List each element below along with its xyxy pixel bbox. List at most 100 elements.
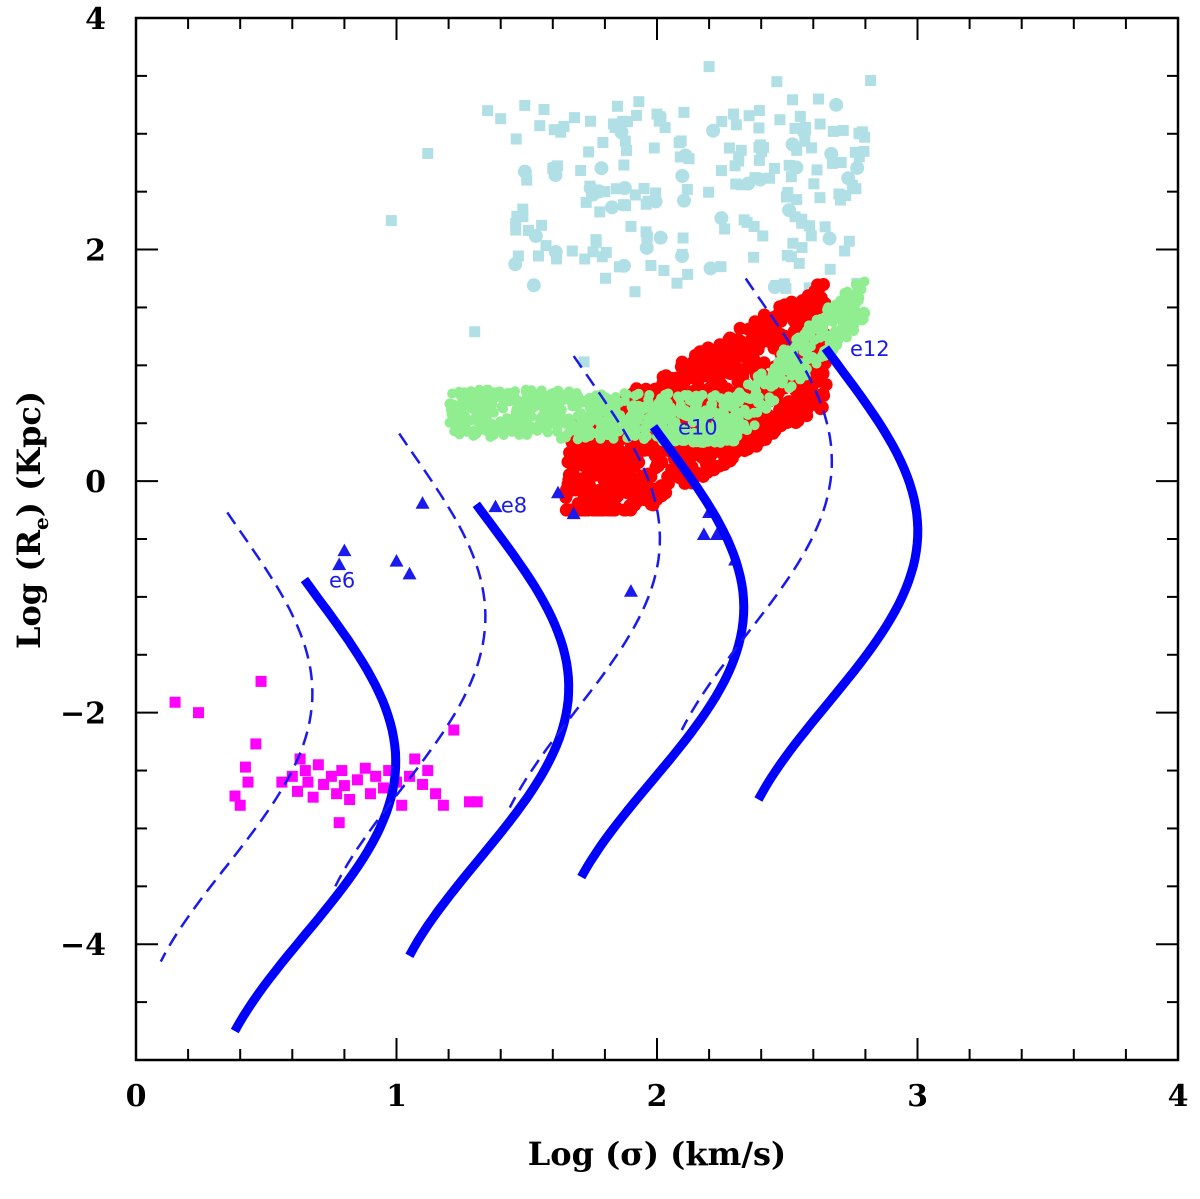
dashed-model-curve: [680, 277, 834, 731]
solid-model-curve: [577, 424, 749, 880]
dashed-model-curve: [159, 511, 314, 963]
green-point: [826, 308, 837, 319]
cyan-square-point: [814, 118, 826, 130]
green-point: [600, 422, 611, 433]
magenta-square-point: [193, 707, 205, 719]
green-point: [750, 381, 761, 392]
cyan-square-point: [819, 221, 831, 233]
red-point: [767, 310, 781, 324]
green-point: [553, 385, 564, 396]
green-point: [799, 328, 810, 339]
green-point: [677, 435, 688, 446]
magenta-square-point: [336, 765, 348, 777]
y-axis-title-sub: e: [29, 517, 53, 530]
green-point: [760, 401, 771, 412]
green-point: [556, 411, 567, 422]
magenta-square-point: [422, 765, 434, 777]
cyan-dot-point: [594, 161, 609, 176]
cyan-square-point: [578, 356, 590, 368]
green-point: [565, 391, 576, 402]
magenta-square-point: [276, 776, 288, 788]
green-point: [859, 276, 870, 287]
cyan-dot-point: [604, 200, 619, 215]
magenta-square-point: [234, 799, 246, 811]
cyan-dot-point: [706, 123, 721, 138]
green-point: [447, 388, 458, 399]
blue-triangle-point: [337, 543, 352, 557]
cyan-square-point: [768, 162, 780, 174]
red-point: [649, 461, 663, 475]
green-point: [538, 409, 549, 420]
green-point: [469, 425, 480, 436]
x-axis-title: Log (σ) (km/s): [528, 1135, 786, 1173]
cyan-square-point: [741, 216, 753, 228]
cyan-square-point: [597, 136, 609, 148]
red-point: [592, 483, 606, 497]
y-tick-label: −4: [60, 928, 106, 963]
red-point: [808, 298, 822, 312]
green-point: [644, 389, 655, 400]
cyan-square-point: [522, 224, 534, 236]
cyan-square-point: [587, 246, 599, 258]
green-point: [503, 417, 514, 428]
magenta-square-point: [463, 796, 475, 808]
red-point: [793, 399, 807, 413]
cyan-square-point: [753, 122, 765, 134]
cyan-square-point: [865, 75, 877, 87]
cyan-square-point: [843, 235, 855, 247]
cyan-square-point: [551, 160, 563, 172]
cyan-square-point: [813, 93, 825, 105]
blue-triangle-point: [551, 485, 566, 499]
magenta-square-point: [383, 765, 395, 777]
y-axis-title-tail: ) (Kpc): [10, 391, 48, 517]
green-point: [703, 422, 714, 433]
green-point: [739, 404, 750, 415]
green-point: [619, 396, 630, 407]
cyan-square-point: [719, 223, 731, 235]
cyan-square-point: [532, 250, 544, 262]
cyan-square-point: [629, 286, 641, 298]
red-point: [717, 458, 731, 472]
green-point: [752, 407, 763, 418]
green-point: [706, 399, 717, 410]
cyan-square-point: [785, 251, 797, 263]
y-axis-title-group: Log (Re) (Kpc): [10, 391, 53, 649]
red-point: [703, 456, 717, 470]
cyan-square-point: [787, 94, 799, 106]
green-point: [752, 371, 763, 382]
cyan-square-point: [736, 179, 748, 191]
green-point: [665, 415, 676, 426]
cyan-square-point: [805, 230, 817, 242]
magenta-square-point: [292, 785, 304, 797]
red-point: [562, 468, 576, 482]
green-point: [498, 428, 509, 439]
cyan-square-point: [611, 100, 623, 112]
green-point: [626, 402, 637, 413]
cyan-square-point: [791, 144, 803, 156]
green-point: [841, 332, 852, 343]
cyan-square-point: [583, 146, 595, 158]
green-point: [853, 295, 864, 306]
cyan-square-point: [715, 261, 727, 273]
red-point: [629, 495, 643, 509]
magenta-square-point: [286, 770, 298, 782]
red-point: [671, 374, 685, 388]
cyan-square-point: [799, 135, 811, 147]
cyan-square-point: [540, 240, 552, 252]
green-point: [593, 428, 604, 439]
cyan-square-point: [534, 120, 546, 132]
cyan-square-point: [789, 211, 801, 223]
green-point: [690, 434, 701, 445]
cyan-square-point: [808, 178, 820, 190]
cyan-dot-point: [526, 278, 541, 293]
cyan-square-point: [469, 326, 481, 338]
green-point: [542, 392, 553, 403]
cyan-square-point: [594, 206, 606, 218]
magenta-square-point: [404, 770, 416, 782]
x-tick-label: 0: [126, 1079, 147, 1114]
cyan-square-point: [796, 217, 808, 229]
cyan-square-point: [621, 144, 633, 156]
cyan-dot-point: [528, 228, 543, 243]
green-point: [452, 410, 463, 421]
cyan-square-point: [519, 99, 531, 111]
